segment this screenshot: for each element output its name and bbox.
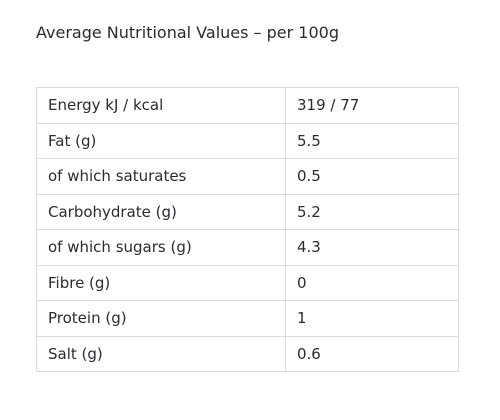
row-label-energy: Energy kJ / kcal [36, 87, 286, 124]
table-row: Energy kJ / kcal 319 / 77 [36, 87, 459, 124]
row-value-salt: 0.6 [285, 335, 459, 372]
row-value-saturates: 0.5 [285, 158, 459, 195]
row-value-sugars: 4.3 [285, 229, 459, 266]
table-row: Salt (g) 0.6 [36, 335, 459, 372]
table-row: of which sugars (g) 4.3 [36, 229, 459, 266]
row-label-saturates: of which saturates [36, 158, 286, 195]
row-label-protein: Protein (g) [36, 300, 286, 337]
table-heading: Average Nutritional Values – per 100g [36, 23, 339, 42]
row-label-sugars: of which sugars (g) [36, 229, 286, 266]
row-label-salt: Salt (g) [36, 335, 286, 372]
table-row: Carbohydrate (g) 5.2 [36, 193, 459, 230]
row-label-fibre: Fibre (g) [36, 264, 286, 301]
table-row: of which saturates 0.5 [36, 158, 459, 195]
table-row: Protein (g) 1 [36, 300, 459, 337]
row-value-fibre: 0 [285, 264, 459, 301]
table-row: Fibre (g) 0 [36, 264, 459, 301]
row-value-carbohydrate: 5.2 [285, 193, 459, 230]
row-value-energy: 319 / 77 [285, 87, 459, 124]
row-value-protein: 1 [285, 300, 459, 337]
row-label-carbohydrate: Carbohydrate (g) [36, 193, 286, 230]
table-row: Fat (g) 5.5 [36, 122, 459, 159]
nutrition-table: Energy kJ / kcal 319 / 77 Fat (g) 5.5 of… [36, 87, 459, 372]
row-label-fat: Fat (g) [36, 122, 286, 159]
row-value-fat: 5.5 [285, 122, 459, 159]
